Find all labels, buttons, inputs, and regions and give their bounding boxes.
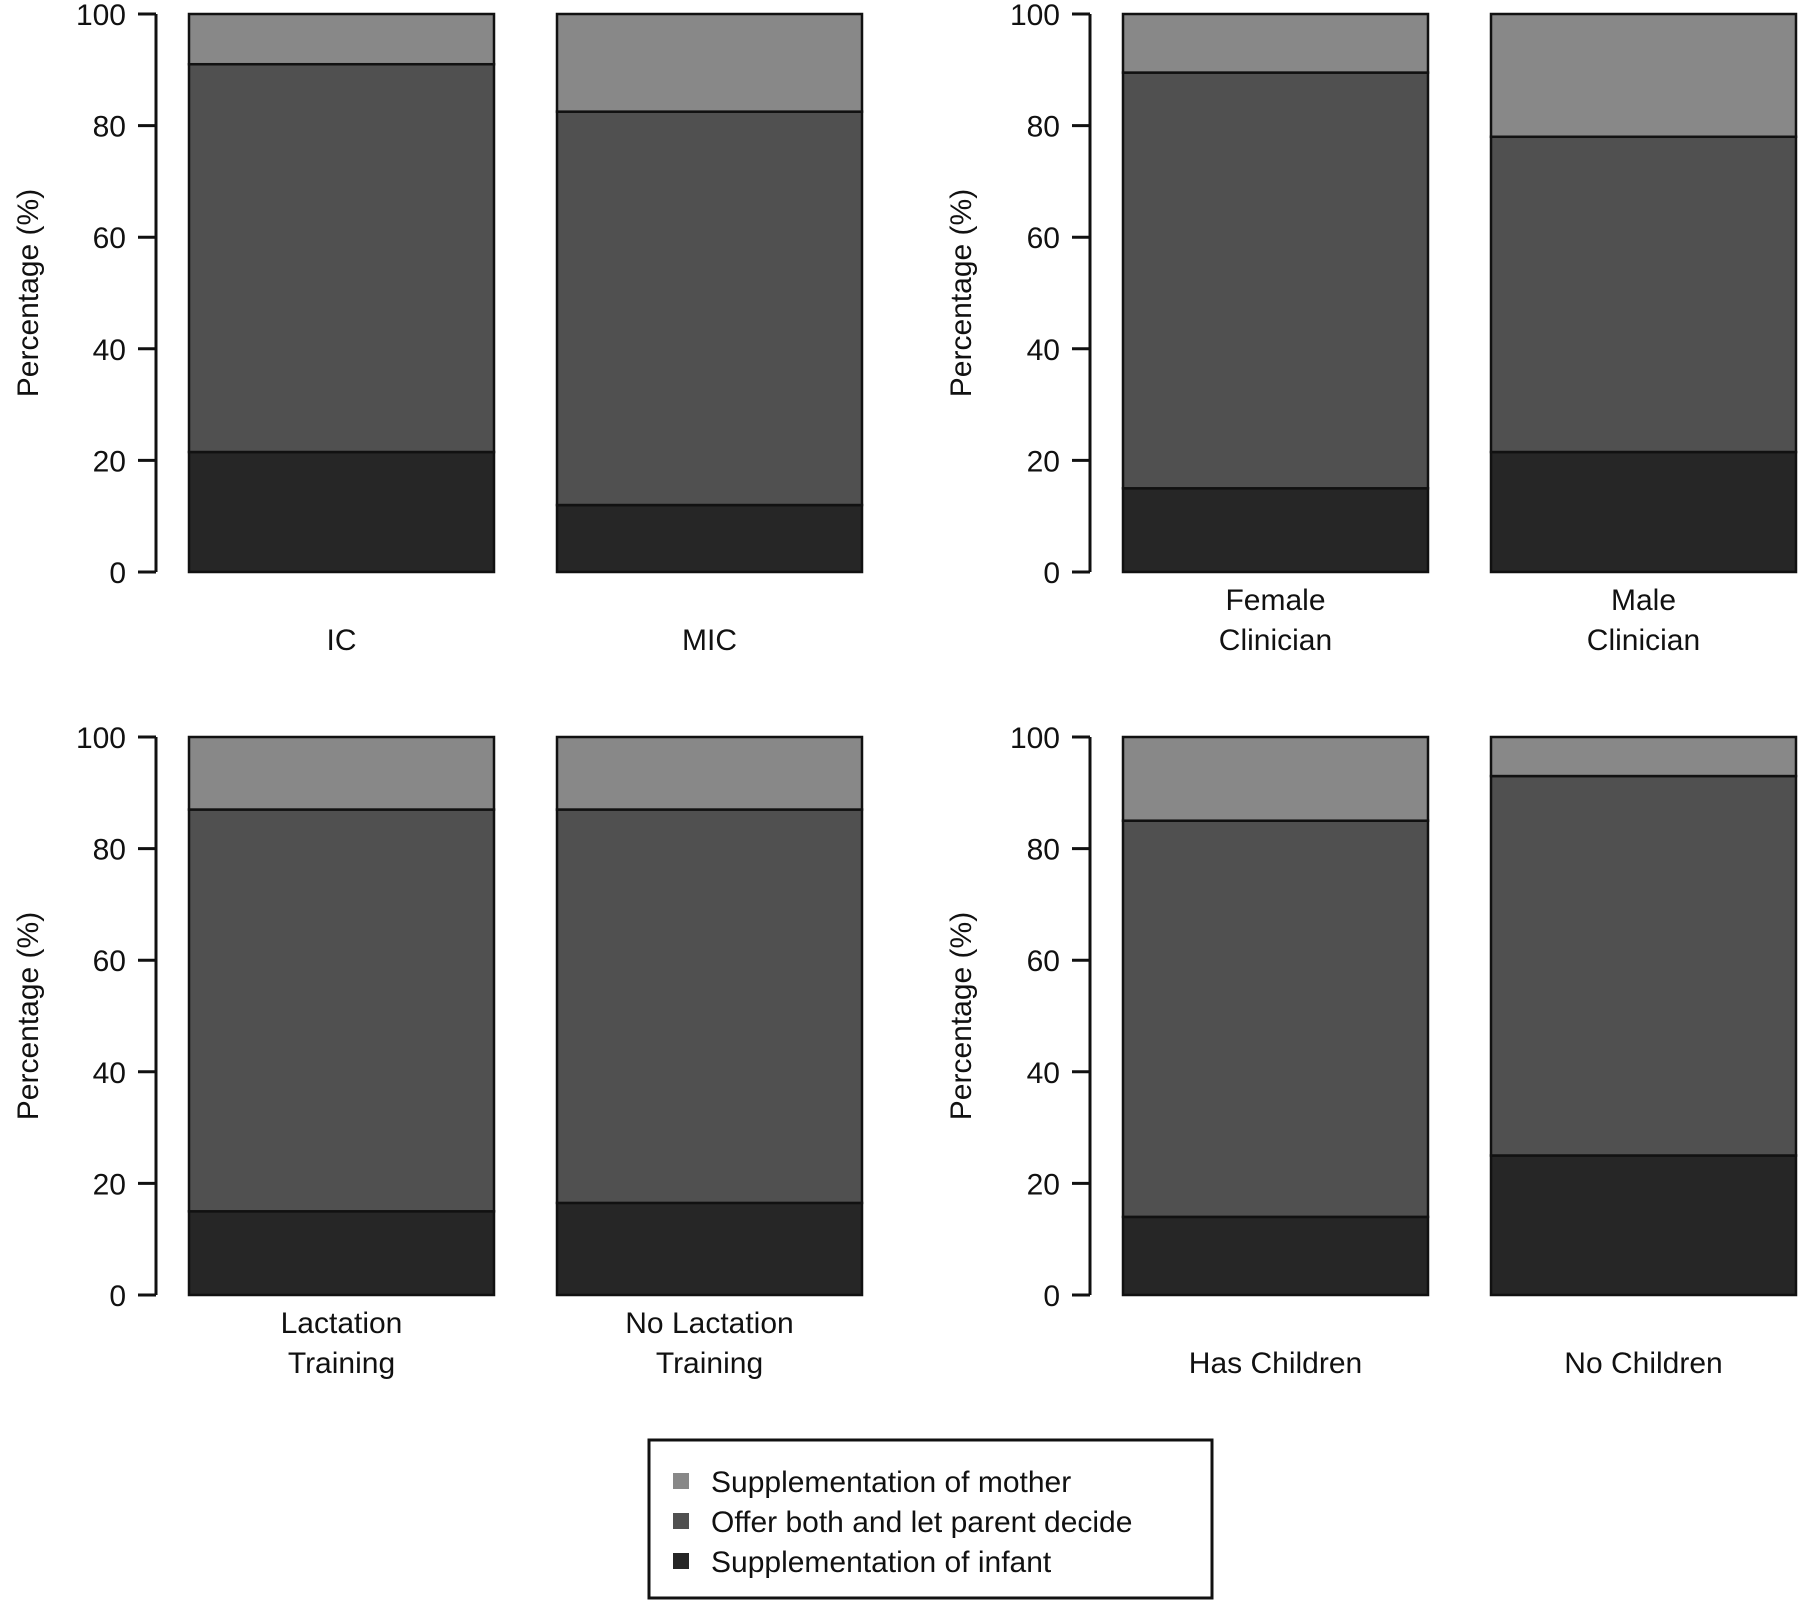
legend-box (647, 1438, 1214, 1600)
y-tick-label: 20 (1027, 445, 1060, 478)
legend-swatch-both (673, 1513, 689, 1529)
bar-segment-both (1121, 819, 1430, 1219)
x-category-label: Lactation (281, 1307, 403, 1340)
bar-segment-mother (555, 12, 864, 113)
x-category-label: No Lactation (625, 1307, 793, 1340)
y-tick-label: 60 (93, 945, 126, 978)
legend-label-infant: Supplementation of infant (711, 1546, 1052, 1579)
x-category-label: Training (656, 1347, 763, 1380)
chart-panel-1: 0 20 40 60 80 100 Percentage (%) IC MIC (12, 0, 864, 657)
bar-segment-both (555, 808, 864, 1205)
y-tick-label: 80 (93, 834, 126, 867)
bar-segment-mother (1121, 735, 1430, 822)
bar-segment-infant (1489, 450, 1798, 574)
y-tick-label: 100 (1010, 722, 1060, 755)
x-category-label: Clinician (1219, 624, 1332, 657)
y-tick-label: 40 (93, 1057, 126, 1090)
bar-segment-infant (187, 450, 496, 574)
y-tick-label: 0 (109, 1280, 126, 1313)
y-tick-label: 20 (1027, 1168, 1060, 1201)
x-category-label: Clinician (1587, 624, 1700, 657)
x-category-label: Male (1611, 584, 1676, 617)
y-tick-label: 60 (93, 222, 126, 255)
bar-segment-both (555, 110, 864, 507)
chart-panel-4: 0 20 40 60 80 100 Percentage (%) Has Children No… (945, 722, 1798, 1380)
bar-segment-both (187, 62, 496, 454)
y-tick-label: 40 (93, 334, 126, 367)
y-axis-title: Percentage (%) (945, 189, 978, 397)
legend-label-both: Offer both and let parent decide (711, 1506, 1132, 1539)
x-category-label: No Children (1564, 1347, 1722, 1380)
bar-segment-infant (1121, 487, 1430, 574)
bar-segment-infant (1489, 1154, 1798, 1297)
y-axis-title: Percentage (%) (12, 912, 45, 1120)
x-category-label: Has Children (1189, 1347, 1362, 1380)
y-tick-label: 100 (76, 722, 126, 755)
bar-segment-mother (1489, 12, 1798, 139)
bar-segment-mother (1121, 12, 1430, 74)
bar-segment-mother (187, 735, 496, 811)
legend-label-mother: Supplementation of mother (711, 1466, 1071, 1499)
bar-segment-infant (555, 503, 864, 574)
y-axis-title: Percentage (%) (12, 189, 45, 397)
x-category-label: MIC (682, 624, 737, 657)
bar-segment-both (1489, 135, 1798, 454)
y-tick-label: 80 (1027, 111, 1060, 144)
y-tick-label: 40 (1027, 1057, 1060, 1090)
bar-segment-mother (187, 12, 496, 66)
bar-segment-mother (555, 735, 864, 811)
bar-segment-both (187, 808, 496, 1213)
x-category-label: Female (1225, 584, 1325, 617)
y-tick-label: 0 (109, 557, 126, 590)
y-tick-label: 80 (1027, 834, 1060, 867)
y-tick-label: 40 (1027, 334, 1060, 367)
chart-panel-2: 0 20 40 60 80 100 Percentage (%) Female Clinicia… (945, 0, 1798, 657)
bar-segment-both (1489, 774, 1798, 1157)
bar-segment-infant (187, 1210, 496, 1297)
y-tick-label: 60 (1027, 945, 1060, 978)
legend-swatch-mother (673, 1473, 689, 1489)
y-tick-label: 0 (1043, 557, 1060, 590)
y-tick-label: 0 (1043, 1280, 1060, 1313)
y-tick-label: 100 (1010, 0, 1060, 32)
bar-segment-infant (1121, 1215, 1430, 1297)
bar-segment-both (1121, 71, 1430, 490)
y-tick-label: 20 (93, 1168, 126, 1201)
bar-segment-infant (555, 1201, 864, 1297)
y-tick-label: 100 (76, 0, 126, 32)
x-category-label: IC (327, 624, 357, 657)
y-tick-label: 80 (93, 111, 126, 144)
chart-panel-3: 0 20 40 60 80 100 Percentage (%) Lactation Train… (12, 722, 864, 1380)
y-axis-title: Percentage (%) (945, 912, 978, 1120)
y-tick-label: 60 (1027, 222, 1060, 255)
bar-segment-mother (1489, 735, 1798, 778)
x-category-label: Training (288, 1347, 395, 1380)
legend: Supplementation of mother Offer both and … (647, 1438, 1214, 1600)
y-tick-label: 20 (93, 445, 126, 478)
legend-swatch-infant (673, 1553, 689, 1569)
